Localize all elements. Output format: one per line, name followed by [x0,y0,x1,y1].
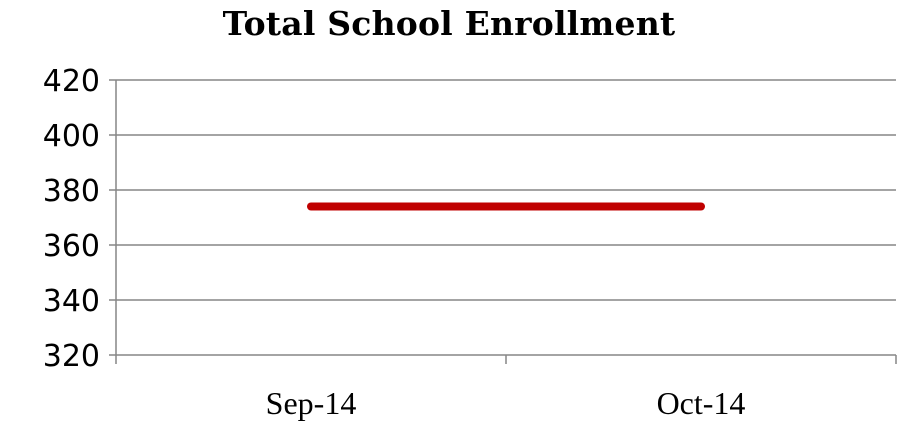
y-tick-label: 400 [43,119,100,154]
y-tick-label: 340 [43,284,100,319]
y-tick-label: 380 [43,174,100,209]
y-tick-label: 320 [43,339,100,374]
y-tick-label: 420 [43,64,100,99]
axes [109,79,897,364]
chart-title: Total School Enrollment [222,4,676,43]
x-tick-label: Sep-14 [266,385,357,421]
gridlines [116,79,896,301]
x-tick-label: Oct-14 [657,385,746,421]
x-tick-labels: Sep-14 Oct-14 [266,385,746,421]
y-tick-label: 360 [43,229,100,264]
y-tick-labels: 320 340 360 380 400 420 [43,64,100,374]
